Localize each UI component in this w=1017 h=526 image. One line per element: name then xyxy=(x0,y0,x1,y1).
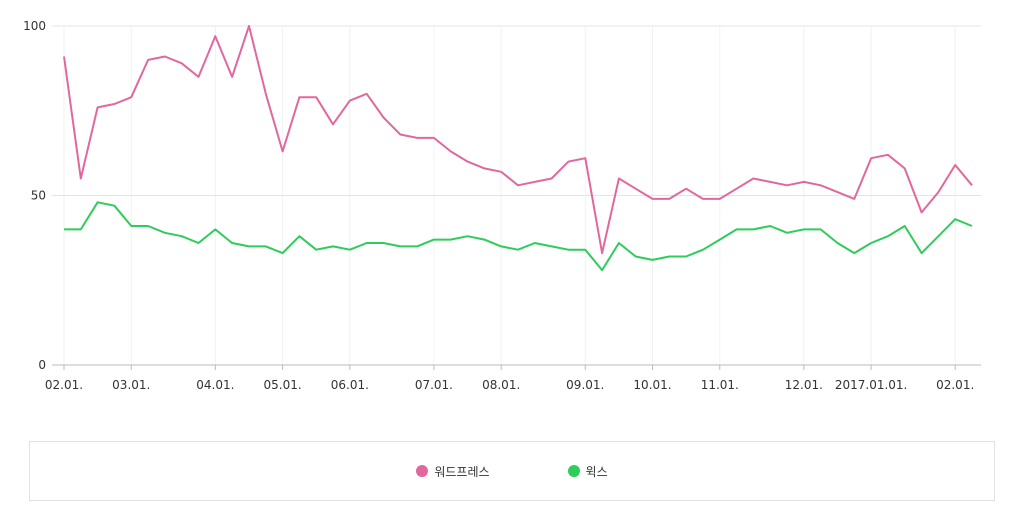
series-line-0 xyxy=(63,25,973,255)
series-line-1 xyxy=(64,201,973,272)
legend-item-wordpress[interactable]: 워드프레스 xyxy=(416,463,490,480)
x-tick-label-2: 04.01. xyxy=(196,378,234,392)
x-tick-label-4: 06.01. xyxy=(331,378,369,392)
grid-lines xyxy=(52,25,981,366)
x-tick-label-5: 07.01. xyxy=(415,378,453,392)
y-tick-label-2: 100 xyxy=(23,19,46,33)
series-lines xyxy=(63,25,973,272)
x-tick-label-1: 03.01. xyxy=(112,378,150,392)
x-tick-label-12: 02.01. xyxy=(936,378,974,392)
line-chart: 0 50 100 02.01. 03.01. 04.01. 05.01. 06.01. 07.0… xyxy=(23,19,981,392)
x-tick-label-9: 11.01. xyxy=(701,378,739,392)
x-tick-label-3: 05.01. xyxy=(264,378,302,392)
x-tick-label-7: 09.01. xyxy=(566,378,604,392)
y-tick-label-1: 50 xyxy=(31,189,46,203)
y-tick-label-0: 0 xyxy=(38,358,46,372)
axes: 0 50 100 02.01. 03.01. 04.01. 05.01. 06.01. 07.0… xyxy=(23,19,974,392)
x-tick-label-0: 02.01. xyxy=(45,378,83,392)
legend-label-wix: 윅스 xyxy=(585,464,608,479)
legend-item-wix[interactable]: 윅스 xyxy=(567,463,608,480)
legend-label-wordpress: 워드프레스 xyxy=(434,464,490,479)
legend-dot-wordpress xyxy=(416,465,429,477)
x-tick-label-10: 12.01. xyxy=(785,378,823,392)
x-tick-label-8: 10.01. xyxy=(633,378,671,392)
legend: 워드프레스 윅스 xyxy=(29,441,995,501)
x-tick-label-6: 08.01. xyxy=(482,378,520,392)
x-tick-label-11: 2017.01.01. xyxy=(835,378,908,392)
legend-dot-wix xyxy=(567,465,580,477)
